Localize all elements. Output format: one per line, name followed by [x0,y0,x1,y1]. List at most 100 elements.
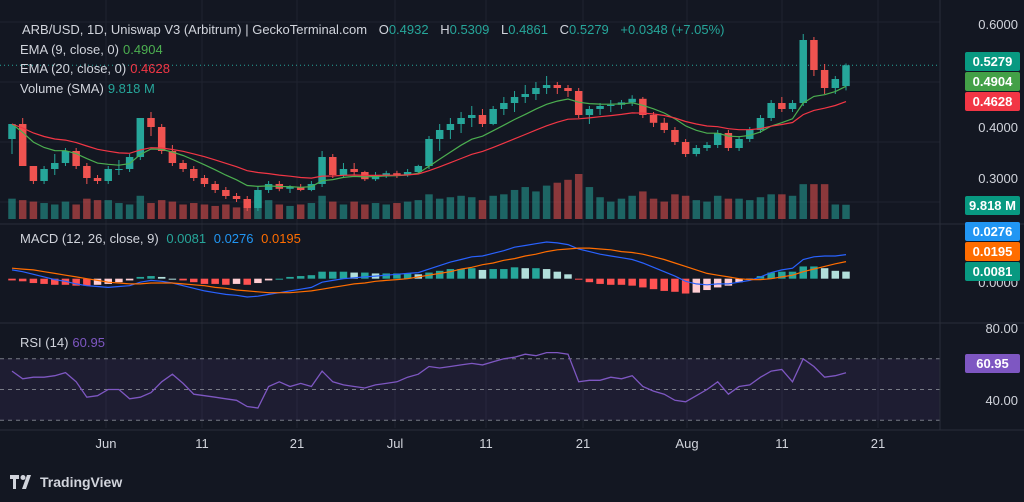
macd-hist-bar [542,269,551,279]
candle-body [403,172,412,175]
macd-hist-bar [457,269,465,279]
x-tick: 21 [575,436,591,451]
volume-bar [318,195,326,219]
close-label: C [559,22,570,37]
macd-hist-bar [446,269,455,279]
candle-body [435,130,444,139]
volume-bar [371,203,380,219]
macd-hist-bar [692,278,701,293]
volume-bar [136,195,145,219]
volume-bar [660,201,668,219]
volume-bar [104,200,112,219]
macd-hist-bar [649,278,658,290]
macd-hist-bar [713,278,722,288]
volume-legend[interactable]: Volume (SMA) 9.818 M [20,79,155,99]
pane-separators [0,0,1024,431]
x-tick: 21 [870,436,886,451]
macd-hist-bar [799,266,807,279]
volume-bar [778,194,786,219]
rsi-legend[interactable]: RSI (14) 60.95 [20,333,105,353]
candle-body [746,130,754,139]
macd-hist-bar [617,278,626,285]
macd-hist-bar [553,271,562,279]
ema20-badge: 0.4628 [965,92,1020,111]
volume-bar [649,198,658,219]
volume-bar [115,203,123,219]
candle-body [564,88,572,91]
volume-bar [799,184,807,219]
candle-body [532,88,540,94]
macd-legend[interactable]: MACD (12, 26, close, 9) 0.0081 0.0276 0.… [20,229,301,249]
candle-body [232,196,241,199]
volume-bar [382,204,390,219]
candle-body [318,157,326,184]
macd-hist-value: 0.0081 [166,231,207,246]
candle-body [607,104,615,106]
macd-hist-bar [628,278,636,286]
volume-bar [264,200,273,219]
volume-bar [692,200,701,219]
candle-body [735,139,743,148]
candle-body [51,163,59,169]
candle-body [179,163,187,169]
candle-body [104,169,112,181]
candle-body [254,190,262,208]
macd-hist-bar [168,278,177,280]
candle-body [446,124,455,130]
candle-body [40,169,48,181]
candle-body [157,127,166,151]
ema9-legend[interactable]: EMA (9, close, 0) 0.4904 [20,40,163,60]
volume-bar [532,191,540,219]
volume-bar [617,198,626,219]
volume-bars [8,174,850,219]
macd-hist-bar [286,276,294,279]
macd-hist-bar [104,278,112,284]
candle-body [489,109,497,124]
candle-body [8,124,16,139]
candle-body [500,103,508,109]
macd-hist-bar [532,268,540,279]
chart-title: ARB/USD, 1D, Uniswap V3 (Arbitrum) | Gec… [22,22,368,37]
open-label: O [378,22,389,37]
volume-bar [671,194,679,219]
price-tick: 0.6000 [978,17,1018,32]
tradingview-logo[interactable]: TradingView [10,472,122,492]
candle-body [168,151,177,163]
macd-hist-bar [222,278,230,285]
price-tick: 0.4000 [978,120,1018,135]
volume-label: Volume (SMA) [20,81,104,96]
x-tick: 21 [289,436,305,451]
candle-body [820,70,829,88]
ema20-value: 0.4628 [130,61,170,76]
candle-body [660,122,668,130]
candle-body [681,142,690,154]
volume-bar [8,198,16,219]
high-value: 0.5309 [449,22,490,37]
macd-hist-bar [254,278,262,284]
macd-hist-bar [18,278,27,282]
price-candles [8,34,850,211]
chart-header: ARB/USD, 1D, Uniswap V3 (Arbitrum) | Gec… [20,20,724,40]
macd-hist-bar [521,268,529,279]
candle-body [510,97,519,103]
macd-line-value: 0.0276 [213,231,254,246]
candle-body [72,151,80,166]
ema20-legend[interactable]: EMA (20, close, 0) 0.4628 [20,59,170,79]
ema9-label: EMA (9, close, 0) [20,42,119,57]
volume-bar [596,197,604,219]
macd-hist-bar [157,276,166,279]
hist-badge: 0.0081 [965,262,1020,281]
macd-hist-bar [403,273,412,279]
volume-bar [639,191,647,219]
macd-hist-bar [500,269,508,279]
volume-bar [190,203,198,219]
macd-hist-bar [93,278,102,285]
volume-bar [286,205,294,219]
volume-bar [756,197,765,219]
macd-hist-bar [820,268,829,279]
candle-body [778,103,786,109]
macd-hist-bar [29,278,38,284]
candle-body [692,148,701,154]
volume-bar [574,174,583,219]
